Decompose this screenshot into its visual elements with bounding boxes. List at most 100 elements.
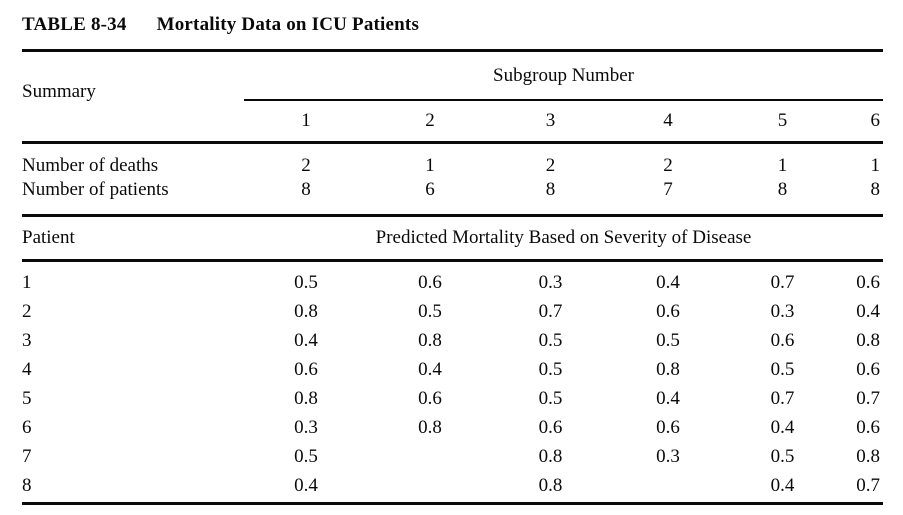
patient-row-value: 0.4 — [770, 416, 795, 438]
subgroup-columns-row: 1 2 3 4 5 6 — [22, 100, 883, 144]
patient-row-value: 0.7 — [770, 271, 795, 293]
summary-row-value: 8 — [301, 179, 311, 200]
patient-row-value: 0.5 — [770, 358, 795, 380]
subgroup-header-row: Summary Subgroup Number — [22, 50, 883, 144]
patient-row-value: 0.5 — [656, 329, 680, 351]
subgroup-column-5: 5 — [727, 100, 838, 144]
patient-header-row: Patient Predicted Mortality Based on Sev… — [22, 214, 883, 262]
patient-row-value — [609, 471, 727, 505]
patient-row-value: 0.5 — [538, 387, 563, 409]
patient-row-label: 8 — [22, 471, 244, 505]
summary-row-value: 8 — [545, 179, 556, 200]
patient-row-value: 0.8 — [418, 329, 442, 351]
patient-section: 1 0.5 0.6 0.3 0.4 0.7 0.6 2 0.8 0.5 0.7 0.6 0.3 0.4 3 0… — [22, 261, 883, 505]
summary-row-value: 6 — [425, 179, 435, 200]
patient-row-value — [368, 471, 492, 505]
patient-row-value: 0.8 — [656, 358, 680, 380]
summary-row: Number of patients 8 6 8 7 8 8 — [22, 178, 883, 216]
patient-row-value: 0.6 — [770, 329, 795, 351]
table-caption: TABLE 8-34 Mortality Data on ICU Patient… — [22, 14, 883, 36]
summary-row-value: 1 — [870, 155, 881, 176]
subgroup-number-header: Subgroup Number — [244, 50, 883, 101]
patient-label: Patient — [22, 214, 244, 262]
subgroup-column-1: 1 — [244, 100, 368, 144]
patient-row-label: 1 — [22, 271, 32, 293]
patient-row-value: 0.4 — [856, 300, 880, 322]
table-title-text: Mortality Data on ICU Patients — [156, 14, 420, 35]
patient-row-label: 6 — [22, 416, 32, 438]
patient-row-value: 0.6 — [418, 387, 442, 409]
patient-row-value: 0.4 — [656, 271, 680, 293]
patient-row-value: 0.8 — [856, 445, 880, 467]
patient-row-value: 0.6 — [418, 271, 442, 293]
patient-row-value: 0.8 — [538, 445, 563, 467]
patient-row-value: 0.8 — [492, 471, 609, 505]
summary-row-value: 1 — [425, 155, 435, 176]
patient-row-label: 3 — [22, 329, 32, 351]
patient-row-value — [368, 442, 492, 471]
patient-row-label: 2 — [22, 300, 32, 322]
patient-row-label: 5 — [22, 387, 32, 409]
patient-row: 4 0.6 0.4 0.5 0.8 0.5 0.6 — [22, 355, 883, 384]
patient-header-section: Patient Predicted Mortality Based on Sev… — [22, 214, 883, 262]
subgroup-column-3: 3 — [492, 100, 609, 144]
patient-row-value: 0.6 — [656, 416, 680, 438]
patient-row: 3 0.4 0.8 0.5 0.5 0.6 0.8 — [22, 326, 883, 355]
patient-row: 1 0.5 0.6 0.3 0.4 0.7 0.6 — [22, 261, 883, 298]
patient-row-value: 0.7 — [538, 300, 563, 322]
patient-row: 6 0.3 0.8 0.6 0.6 0.4 0.6 — [22, 413, 883, 442]
summary-section: Number of deaths 2 1 2 2 1 1 Number of patients… — [22, 143, 883, 216]
patient-row-value: 0.6 — [856, 416, 880, 438]
summary-row-value: 1 — [777, 155, 788, 176]
patient-row: 8 0.4 0.8 0.4 0.7 — [22, 471, 883, 505]
patient-row-value: 0.3 — [656, 445, 680, 467]
patient-row-value: 0.6 — [856, 358, 880, 380]
subgroup-column-6: 6 — [838, 100, 883, 144]
patient-row-value: 0.5 — [538, 329, 563, 351]
patient-row-value: 0.6 — [856, 271, 880, 293]
patient-row-value: 0.5 — [770, 445, 795, 467]
predicted-mortality-header: Predicted Mortality Based on Severity of… — [244, 214, 883, 262]
patient-row-value: 0.8 — [856, 329, 880, 351]
patient-row-value: 0.6 — [538, 416, 563, 438]
summary-row-value: 7 — [663, 179, 673, 200]
patient-row-value: 0.3 — [770, 300, 795, 322]
summary-row-value: 8 — [777, 179, 788, 200]
patient-row-value: 0.8 — [418, 416, 442, 438]
summary-row-label: Number of patients — [22, 179, 169, 200]
patient-row-value: 0.5 — [294, 445, 318, 467]
patient-row-value: 0.6 — [656, 300, 680, 322]
patient-row: 7 0.5 0.8 0.3 0.5 0.8 — [22, 442, 883, 471]
summary-row-value: 2 — [663, 155, 673, 176]
patient-row-value: 0.5 — [418, 300, 442, 322]
patient-row-value: 0.6 — [294, 358, 318, 380]
patient-row-value: 0.7 — [770, 387, 795, 409]
summary-row: Number of deaths 2 1 2 2 1 1 — [22, 143, 883, 179]
patient-row-value: 0.4 — [418, 358, 442, 380]
subgroup-column-4: 4 — [609, 100, 727, 144]
summary-row-value: 8 — [870, 179, 881, 200]
patient-row-value: 0.8 — [294, 300, 318, 322]
summary-label: Summary — [22, 50, 244, 144]
patient-row-value: 0.5 — [538, 358, 563, 380]
patient-row-value: 0.8 — [294, 387, 318, 409]
patient-row-value: 0.4 — [244, 471, 368, 505]
patient-row-label: 7 — [22, 445, 32, 467]
summary-row-value: 2 — [545, 155, 556, 176]
patient-row-label: 4 — [22, 358, 32, 380]
patient-row-value: 0.3 — [538, 271, 563, 293]
patient-row-value: 0.7 — [856, 387, 880, 409]
patient-row-value: 0.4 — [294, 329, 318, 351]
patient-row: 5 0.8 0.6 0.5 0.4 0.7 0.7 — [22, 384, 883, 413]
patient-row: 2 0.8 0.5 0.7 0.6 0.3 0.4 — [22, 297, 883, 326]
summary-row-value: 2 — [301, 155, 311, 176]
patient-row-value: 0.5 — [294, 271, 318, 293]
table-header: Summary Subgroup Number 1 2 3 4 5 6 — [22, 50, 883, 144]
patient-row-value: 0.4 — [727, 471, 838, 505]
subgroup-column-2: 2 — [368, 100, 492, 144]
patient-row-value: 0.7 — [838, 471, 883, 505]
table-number: TABLE 8-34 — [22, 14, 127, 35]
mortality-table: Summary Subgroup Number 1 2 3 4 5 6 Numb… — [22, 49, 883, 505]
summary-row-label: Number of deaths — [22, 155, 159, 176]
